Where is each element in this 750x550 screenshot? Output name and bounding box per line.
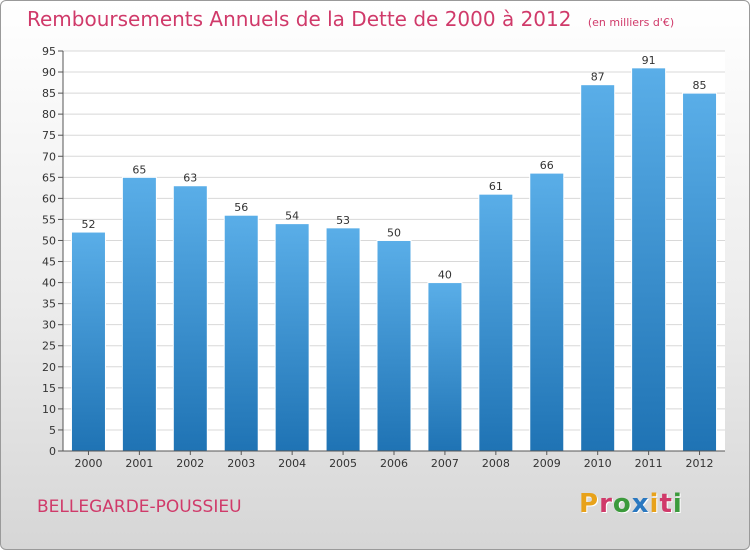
x-tick-label: 2008	[482, 457, 510, 470]
y-tick-label: 0	[49, 445, 56, 458]
data-label: 87	[591, 71, 605, 84]
y-tick-label: 20	[42, 361, 56, 374]
data-label: 40	[438, 269, 452, 282]
bar	[427, 282, 463, 452]
data-label: 65	[132, 163, 146, 176]
proxiti-logo: Proxiti	[579, 489, 683, 519]
bar	[274, 223, 310, 452]
bar	[529, 172, 565, 452]
x-tick-label: 2006	[380, 457, 408, 470]
logo-letter: i	[649, 489, 660, 519]
data-label: 52	[81, 218, 95, 231]
x-axis: 2000 2001 2002 2003 2004 2005 2006 2007 2008 2009…	[63, 450, 725, 470]
bar	[376, 239, 412, 452]
y-tick-label: 75	[42, 129, 56, 142]
data-label: 56	[234, 201, 248, 214]
x-tick-label: 2012	[686, 457, 714, 470]
y-tick-label: 60	[42, 192, 56, 205]
x-tick-label: 2000	[74, 457, 102, 470]
bar	[478, 193, 514, 452]
data-label: 66	[540, 159, 554, 172]
chart-title-text: Remboursements Annuels de la Dette de 20…	[27, 7, 572, 31]
logo-letter: P	[579, 489, 600, 519]
bar	[223, 214, 259, 452]
logo-letter: r	[599, 489, 613, 519]
y-tick-label: 10	[42, 403, 56, 416]
data-label: 61	[489, 180, 503, 193]
y-tick-label: 65	[42, 171, 56, 184]
chart-subtitle: (en milliers d'€)	[587, 16, 675, 29]
y-tick-label: 50	[42, 234, 56, 247]
bar	[631, 67, 667, 452]
x-tick-label: 2001	[125, 457, 153, 470]
y-tick-label: 30	[42, 319, 56, 332]
x-tick-label: 2002	[176, 457, 204, 470]
bar	[172, 185, 208, 452]
bars: 52 65 63 56 54 53 50 40 61 66 87 91 85	[70, 54, 718, 452]
y-tick-label: 55	[42, 213, 56, 226]
x-tick-label: 2004	[278, 457, 306, 470]
y-tick-label: 15	[42, 382, 56, 395]
y-tick-label: 90	[42, 66, 56, 79]
y-tick-label: 45	[42, 256, 56, 269]
commune-name: BELLEGARDE-POUSSIEU	[37, 497, 242, 517]
x-tick-label: 2007	[431, 457, 459, 470]
y-axis: 0 5 10 15 20 25 30 35 40 45 50 55 60 65 70 75 80 85 90 95	[42, 45, 64, 458]
y-tick-label: 5	[49, 424, 56, 437]
logo-letter: x	[631, 489, 650, 519]
x-tick-label: 2005	[329, 457, 357, 470]
data-label: 91	[642, 54, 656, 67]
y-tick-label: 85	[42, 87, 56, 100]
data-label: 63	[183, 172, 197, 185]
x-tick-label: 2010	[584, 457, 612, 470]
y-tick-label: 95	[42, 45, 56, 58]
x-tick-label: 2009	[533, 457, 561, 470]
data-label: 85	[693, 79, 707, 92]
y-tick-label: 80	[42, 108, 56, 121]
bar	[682, 92, 718, 452]
logo-letter: o	[612, 489, 632, 519]
bar	[325, 227, 361, 452]
data-label: 54	[285, 210, 299, 223]
y-tick-label: 70	[42, 150, 56, 163]
logo-letter: t	[659, 489, 673, 519]
chart-title: Remboursements Annuels de la Dette de 20…	[27, 7, 674, 31]
data-label: 53	[336, 214, 350, 227]
bar	[121, 176, 157, 452]
y-tick-label: 40	[42, 277, 56, 290]
logo-letter: i	[672, 489, 683, 519]
y-tick-label: 25	[42, 340, 56, 353]
x-tick-label: 2003	[227, 457, 255, 470]
data-label: 50	[387, 226, 401, 239]
y-tick-label: 35	[42, 298, 56, 311]
bar	[70, 231, 106, 452]
bar	[580, 84, 616, 452]
x-tick-label: 2011	[635, 457, 663, 470]
